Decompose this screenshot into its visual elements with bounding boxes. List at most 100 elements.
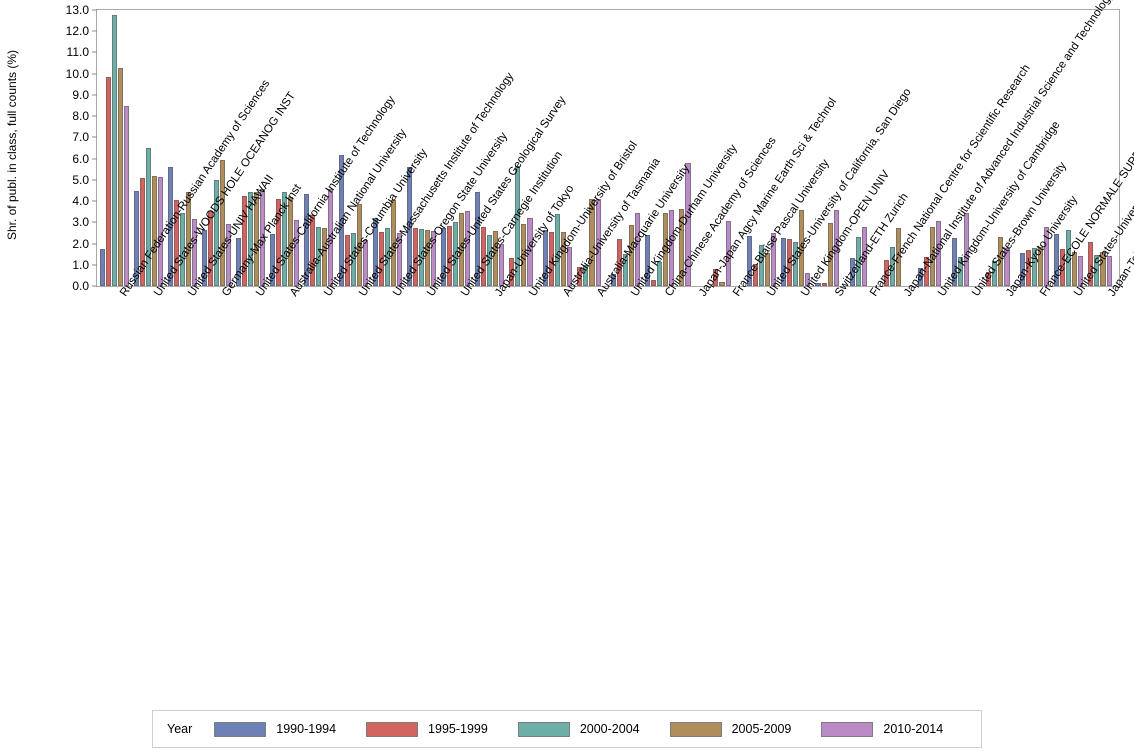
y-axis-tick-mark — [92, 200, 97, 202]
legend-title: Year — [167, 722, 193, 736]
bar-group — [576, 10, 607, 286]
y-axis-tick-label: 5.0 — [72, 172, 89, 187]
legend-entry[interactable]: 2010-2014 — [821, 721, 944, 737]
bar — [964, 212, 970, 286]
y-axis-tick-label: 8.0 — [72, 109, 89, 124]
bar — [576, 266, 583, 286]
bar — [242, 196, 248, 286]
y-axis-tick-mark — [92, 136, 97, 138]
bar — [623, 253, 629, 286]
bar — [827, 223, 833, 286]
bar — [134, 190, 140, 286]
bar — [310, 215, 316, 286]
bar-group — [236, 10, 266, 286]
bar-group — [713, 10, 743, 286]
y-axis-tick-mark — [92, 179, 97, 181]
y-axis-tick-mark — [92, 115, 97, 117]
bar — [861, 226, 868, 286]
y-axis-tick-mark — [92, 158, 97, 160]
bar — [1065, 229, 1071, 286]
legend-color-swatch — [669, 721, 722, 737]
bar — [390, 200, 396, 286]
bar — [560, 232, 566, 286]
y-axis-tick-label: 9.0 — [72, 87, 89, 102]
bar — [236, 237, 242, 286]
bar — [1094, 254, 1100, 286]
bar — [589, 198, 595, 286]
y-axis-tick-label: 10.0 — [65, 66, 89, 81]
bar — [508, 257, 515, 286]
bar — [294, 219, 300, 286]
bar — [515, 166, 521, 286]
bar — [1053, 234, 1059, 286]
bar — [492, 231, 498, 286]
y-axis-tick-label: 2.0 — [72, 236, 89, 251]
chart-legend: Year 1990-1994 1995-1999 2000-2004 2005-200… — [152, 710, 982, 748]
bar — [316, 226, 322, 286]
bar — [208, 210, 214, 286]
y-axis-tick-label: 13.0 — [65, 3, 89, 17]
bar — [651, 279, 657, 286]
y-axis-tick-label: 12.0 — [65, 24, 89, 39]
bar — [753, 263, 759, 286]
bar — [106, 76, 112, 286]
bar — [322, 228, 328, 286]
legend-entry-label: 1995-1999 — [428, 722, 488, 736]
bar — [951, 238, 957, 286]
bar — [793, 241, 799, 286]
bar-group — [849, 10, 880, 286]
bar — [362, 239, 368, 286]
y-axis-tick-mark — [92, 9, 97, 11]
y-axis-tick-mark — [92, 51, 97, 53]
bar — [923, 256, 929, 286]
bar — [1031, 247, 1037, 286]
bar-group — [202, 10, 232, 286]
bar — [930, 226, 936, 286]
bar-group — [134, 10, 164, 286]
y-axis-tick-mark — [92, 73, 97, 75]
legend-entry-label: 1990-1994 — [276, 722, 337, 736]
bar — [895, 228, 902, 286]
legend-entry-label: 2010-2014 — [883, 722, 944, 736]
bar — [611, 274, 617, 286]
bar — [985, 272, 991, 286]
y-axis-tick-label: 4.0 — [72, 194, 89, 209]
bar — [270, 233, 276, 286]
y-axis-tick-mark — [92, 221, 97, 223]
bar-group — [1019, 10, 1050, 286]
bar — [378, 232, 384, 286]
bar — [583, 265, 589, 286]
bar — [815, 283, 821, 286]
bar-group — [747, 10, 777, 286]
legend-entry[interactable]: 1995-1999 — [366, 721, 488, 737]
bar-group — [645, 10, 675, 286]
bar — [338, 155, 344, 286]
legend-entry[interactable]: 2000-2004 — [517, 721, 640, 737]
bar — [617, 238, 623, 286]
bar — [747, 236, 753, 286]
legend-entry-label: 2005-2009 — [731, 722, 792, 736]
bar-group — [917, 10, 948, 286]
bar — [112, 14, 118, 286]
bar — [645, 234, 651, 286]
bar — [384, 228, 390, 286]
y-axis-tick-mark — [92, 264, 97, 266]
legend-color-swatch — [366, 721, 419, 737]
legend-entry[interactable]: 2005-2009 — [669, 721, 792, 737]
y-axis-tick-label: 0.0 — [72, 279, 89, 293]
bar — [474, 191, 480, 286]
bar — [998, 236, 1004, 286]
bar — [781, 238, 787, 286]
bar — [554, 214, 560, 286]
plot-area: 0.0 1.0 2.0 3.0 4.0 5.0 6.0 7.0 8.0 9.0 10.0 11.0 12… — [66, 3, 1120, 293]
bar — [566, 247, 572, 286]
legend-entry[interactable]: 1990-1994 — [214, 721, 337, 737]
bar — [1037, 246, 1043, 286]
bar — [787, 238, 793, 286]
bar-group — [781, 10, 811, 286]
bar — [1106, 255, 1112, 286]
bar — [521, 224, 527, 286]
bar — [548, 231, 554, 286]
bar — [452, 222, 458, 286]
bar-group — [440, 10, 471, 286]
